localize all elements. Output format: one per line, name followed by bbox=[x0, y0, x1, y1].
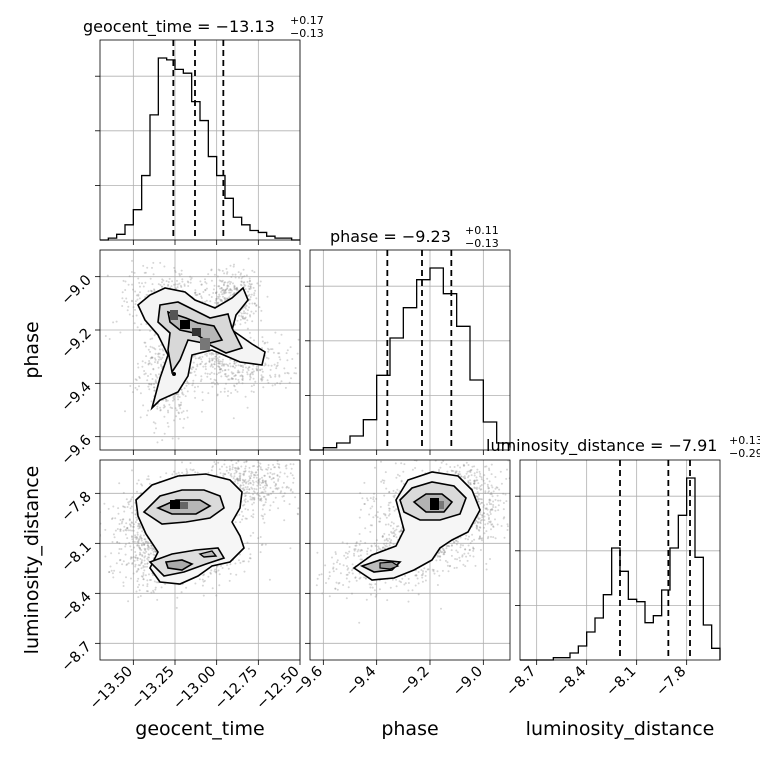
geocent-time-tick-label: −13.25 bbox=[129, 664, 178, 713]
panel-2d-geocent-luminosity bbox=[99, 459, 301, 661]
phase-tick-label: −9.4 bbox=[59, 379, 95, 415]
luminosity-distance-tick-label: −7.8 bbox=[59, 489, 95, 525]
histogram-geocent-time bbox=[100, 57, 300, 241]
phase-tick-label: −9.2 bbox=[397, 664, 433, 700]
y-axis-label-luminosity-distance: luminosity_distance bbox=[21, 466, 43, 655]
x-axis-label-geocent-time: geocent_time bbox=[135, 718, 264, 740]
title-phase: phase = −9.23 +0.11 −0.13 bbox=[330, 224, 499, 250]
x-axis-label-luminosity-distance: luminosity_distance bbox=[526, 718, 715, 740]
luminosity-distance-tick-label: −7.8 bbox=[653, 664, 689, 700]
phase-tick-label: −9.0 bbox=[450, 664, 486, 700]
geocent-time-tick-label: −13.50 bbox=[87, 664, 136, 713]
panel-2d-geocent-phase bbox=[99, 249, 301, 451]
panel-2d-phase-luminosity bbox=[309, 459, 511, 661]
luminosity-distance-tick-label: −8.1 bbox=[59, 539, 95, 575]
luminosity-distance-tick-label: −8.4 bbox=[553, 664, 589, 700]
histogram-phase bbox=[310, 267, 511, 451]
luminosity-distance-tick-label: −8.4 bbox=[59, 589, 95, 625]
panel-hist-luminosity-distance bbox=[519, 459, 721, 661]
phase-tick-label: −9.2 bbox=[59, 326, 95, 362]
geocent-time-tick-label: −13.00 bbox=[170, 664, 219, 713]
histogram-luminosity-distance bbox=[520, 477, 721, 661]
geocent-time-tick-label: −12.75 bbox=[212, 664, 261, 713]
phase-tick-label: −9.0 bbox=[59, 272, 95, 308]
phase-tick-label: −9.6 bbox=[59, 432, 95, 468]
luminosity-distance-tick-label: −8.1 bbox=[603, 664, 639, 700]
panel-hist-geocent-time bbox=[99, 39, 301, 241]
y-axis-label-phase: phase bbox=[21, 321, 43, 378]
luminosity-distance-tick-label: −8.7 bbox=[59, 639, 95, 675]
luminosity-distance-tick-label: −8.7 bbox=[503, 664, 539, 700]
title-geocent-time: geocent_time = −13.13 +0.17 −0.13 bbox=[83, 14, 324, 40]
title-luminosity-distance: luminosity_distance = −7.91 +0.13 −0.29 bbox=[486, 434, 760, 460]
phase-tick-label: −9.4 bbox=[343, 664, 379, 700]
x-axis-label-phase: phase bbox=[381, 718, 438, 740]
panel-hist-phase bbox=[309, 249, 511, 451]
